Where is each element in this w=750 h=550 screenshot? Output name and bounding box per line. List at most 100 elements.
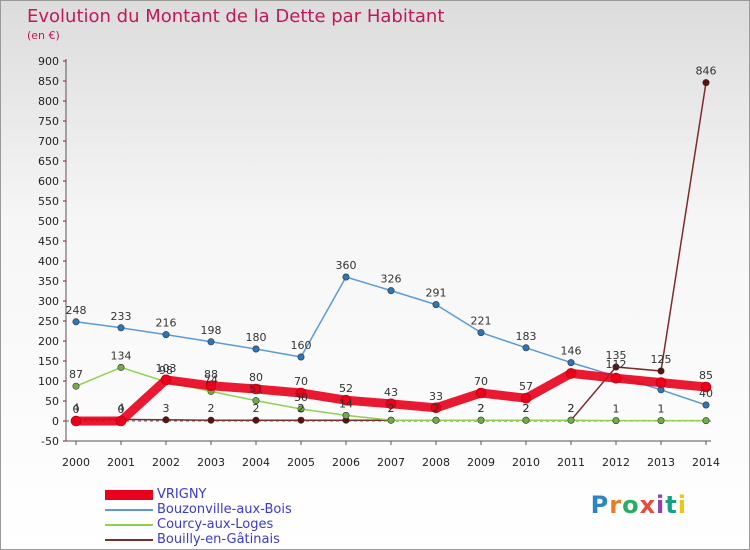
x-tick-label: 2006 xyxy=(332,456,360,469)
x-tick-label: 2009 xyxy=(467,456,495,469)
y-tick-label: 350 xyxy=(38,275,59,288)
chart-title: Evolution du Montant de la Dette par Hab… xyxy=(27,6,445,27)
data-point xyxy=(522,344,530,352)
legend-label: Bouzonville-aux-Bois xyxy=(157,502,292,517)
data-point xyxy=(702,401,710,409)
data-label: 216 xyxy=(156,317,177,330)
data-label: 2 xyxy=(478,402,485,415)
legend-item: VRIGNY xyxy=(105,487,292,502)
y-tick-label: 150 xyxy=(38,355,59,368)
data-label: 43 xyxy=(384,386,398,399)
data-point xyxy=(250,383,262,395)
data-point xyxy=(612,363,620,371)
data-label: 2 xyxy=(388,402,395,415)
y-tick-label: 650 xyxy=(38,155,59,168)
data-label: 2 xyxy=(208,402,215,415)
data-point xyxy=(252,416,260,424)
data-point xyxy=(205,380,217,392)
proxiti-logo: Proxiti xyxy=(591,491,687,519)
data-label: 57 xyxy=(519,380,533,393)
data-point xyxy=(160,374,172,386)
data-label: 326 xyxy=(381,273,402,286)
data-label: 74 xyxy=(204,373,218,386)
data-label: 360 xyxy=(336,259,357,272)
data-point xyxy=(252,345,260,353)
data-point xyxy=(475,387,487,399)
x-tick-label: 2005 xyxy=(287,456,315,469)
x-tick-label: 2004 xyxy=(242,456,270,469)
legend-swatch xyxy=(105,489,153,500)
data-label: 2 xyxy=(433,402,440,415)
y-tick-label: 0 xyxy=(52,415,59,428)
data-label: 2 xyxy=(568,402,575,415)
legend-item: Bouzonville-aux-Bois xyxy=(105,502,292,517)
data-point xyxy=(115,415,127,427)
data-label: 2 xyxy=(388,402,395,415)
data-label: 70 xyxy=(294,375,308,388)
y-tick-label: 100 xyxy=(38,375,59,388)
data-point xyxy=(432,301,440,309)
x-tick-label: 2001 xyxy=(107,456,135,469)
x-tick-label: 2002 xyxy=(152,456,180,469)
data-label: 88 xyxy=(204,368,218,381)
data-point xyxy=(567,416,575,424)
data-label: 2 xyxy=(253,402,260,415)
x-tick-label: 2007 xyxy=(377,456,405,469)
data-point xyxy=(117,363,125,371)
data-label: 40 xyxy=(699,387,713,400)
data-label: 134 xyxy=(111,349,132,362)
data-label: 0 xyxy=(118,403,125,416)
x-tick-label: 2013 xyxy=(647,456,675,469)
data-label: 103 xyxy=(156,362,177,375)
data-point xyxy=(72,382,80,390)
data-label: 52 xyxy=(339,382,353,395)
data-label: 198 xyxy=(201,324,222,337)
legend-label: VRIGNY xyxy=(157,487,207,502)
legend: VRIGNY Bouzonville-aux-Bois Courcy-aux-Log… xyxy=(105,487,292,547)
logo-letter: x xyxy=(639,491,657,519)
data-label: 291 xyxy=(426,287,447,300)
data-point xyxy=(655,377,667,388)
data-point xyxy=(430,402,442,414)
data-point xyxy=(567,359,575,367)
data-label: 221 xyxy=(471,315,492,328)
legend-label: Bouilly-en-Gâtinais xyxy=(157,532,280,547)
data-label: 0 xyxy=(73,403,80,416)
y-tick-label: 50 xyxy=(45,395,59,408)
data-label: 125 xyxy=(651,353,672,366)
data-label: 87 xyxy=(69,368,83,381)
legend-item: Courcy-aux-Loges xyxy=(105,517,292,532)
data-point xyxy=(387,287,395,295)
data-label: 2 xyxy=(298,402,305,415)
data-point xyxy=(477,329,485,337)
data-label: 248 xyxy=(66,304,87,317)
data-label: 1 xyxy=(613,403,620,416)
logo-letter: o xyxy=(622,491,640,519)
legend-swatch xyxy=(105,508,153,511)
y-tick-label: 450 xyxy=(38,235,59,248)
data-point xyxy=(657,367,665,375)
data-point xyxy=(70,415,82,427)
data-label: 80 xyxy=(249,371,263,384)
data-label: 51 xyxy=(249,383,263,396)
y-tick-label: 200 xyxy=(38,335,59,348)
data-point xyxy=(657,417,665,425)
data-label: 846 xyxy=(696,65,717,78)
data-point xyxy=(342,411,350,419)
x-tick-label: 2003 xyxy=(197,456,225,469)
x-tick-label: 2000 xyxy=(62,456,90,469)
logo-letter: t xyxy=(665,491,678,519)
data-point xyxy=(702,79,710,87)
data-label: 146 xyxy=(561,345,582,358)
data-label: 2 xyxy=(523,402,530,415)
x-tick-label: 2010 xyxy=(512,456,540,469)
data-point xyxy=(72,318,80,326)
data-point xyxy=(700,381,712,393)
data-point xyxy=(117,324,125,332)
data-point xyxy=(297,416,305,424)
data-point xyxy=(432,416,440,424)
y-tick-label: 700 xyxy=(38,135,59,148)
chart-subtitle: (en €) xyxy=(27,29,60,42)
legend-item: Bouilly-en-Gâtinais xyxy=(105,532,292,547)
